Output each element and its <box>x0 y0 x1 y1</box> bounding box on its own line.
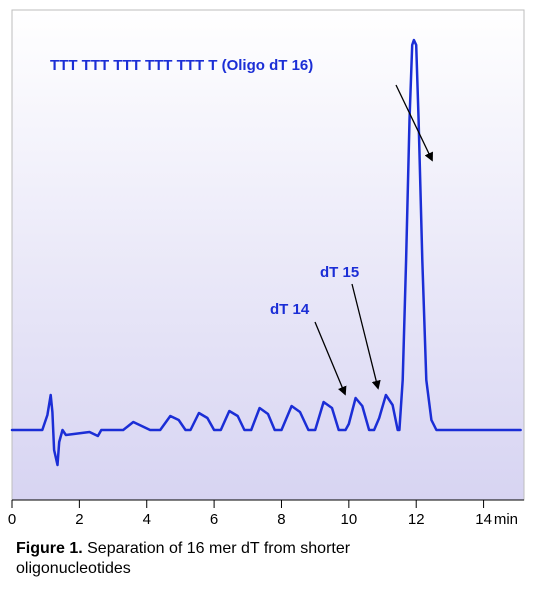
x-tick-label: 10 <box>340 511 357 528</box>
x-tick-label: 4 <box>143 511 151 528</box>
x-tick-label: 8 <box>277 511 285 528</box>
dt15-label: dT 15 <box>320 264 359 281</box>
x-tick-label: 2 <box>75 511 83 528</box>
x-tick-label: 14 <box>475 511 492 528</box>
chromatogram-figure: 0 2 4 6 8 10 12 14min TTT TTT TTT TTT TTT T (Oli… <box>0 0 536 595</box>
x-tick-label: 0 <box>8 511 16 528</box>
x-axis-unit: min <box>494 511 518 528</box>
chromatogram-svg: 0 2 4 6 8 10 12 14min TTT TTT TTT TTT TTT T (Oli… <box>0 0 536 595</box>
figure-caption-line2: oligonucleotides <box>16 560 131 577</box>
x-tick-label: 6 <box>210 511 218 528</box>
dt14-label: dT 14 <box>270 301 310 318</box>
figure-caption: Figure 1. Separation of 16 mer dT from s… <box>16 540 351 557</box>
oligo-dt16-label: TTT TTT TTT TTT TTT T (Oligo dT 16) <box>50 57 313 74</box>
plot-background <box>12 10 524 500</box>
x-tick-label: 12 <box>408 511 425 528</box>
